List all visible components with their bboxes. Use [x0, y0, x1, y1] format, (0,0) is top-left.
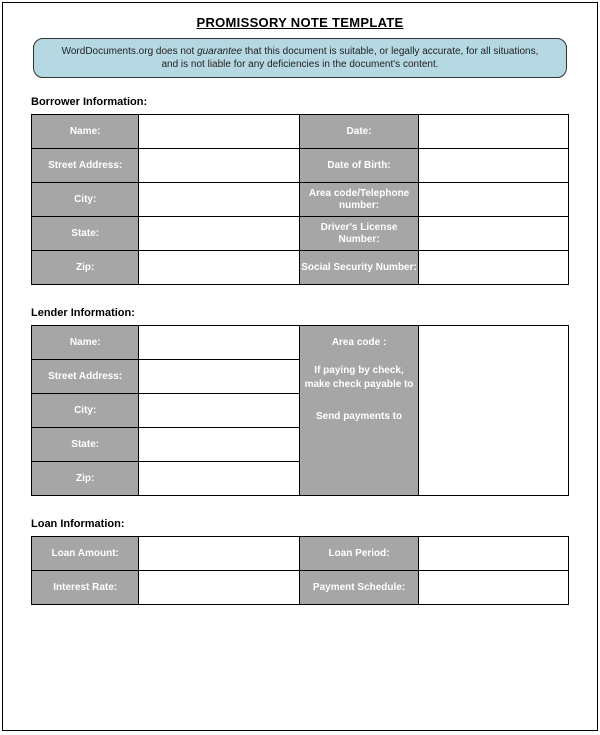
borrower-license-label: Driver's License Number:	[300, 217, 418, 251]
lender-check-payable-label: If paying by check, make check payable t…	[300, 364, 417, 392]
borrower-name-label: Name:	[32, 115, 139, 149]
loan-period-value[interactable]	[418, 537, 568, 571]
borrower-city-value[interactable]	[139, 183, 300, 217]
lender-city-value[interactable]	[139, 394, 300, 428]
loan-table: Loan Amount: Loan Period: Interest Rate:…	[31, 536, 569, 605]
lender-street-value[interactable]	[139, 360, 300, 394]
borrower-zip-label: Zip:	[32, 251, 139, 285]
borrower-phone-value[interactable]	[418, 183, 568, 217]
borrower-table: Name: Date: Street Address: Date of Birt…	[31, 114, 569, 285]
borrower-license-value[interactable]	[418, 217, 568, 251]
borrower-state-label: State:	[32, 217, 139, 251]
borrower-date-label: Date:	[300, 115, 418, 149]
lender-name-label: Name:	[32, 326, 139, 360]
lender-zip-label: Zip:	[32, 462, 139, 496]
document-page: PROMISSORY NOTE TEMPLATE WordDocuments.o…	[2, 2, 598, 731]
lender-state-value[interactable]	[139, 428, 300, 462]
borrower-dob-value[interactable]	[418, 149, 568, 183]
loan-rate-label: Interest Rate:	[32, 571, 139, 605]
borrower-ssn-label: Social Security Number:	[300, 251, 418, 285]
lender-right-value[interactable]	[418, 326, 568, 496]
loan-amount-value[interactable]	[139, 537, 300, 571]
lender-state-label: State:	[32, 428, 139, 462]
lender-table: Name: Area code : If paying by check, ma…	[31, 325, 569, 496]
lender-areacode-label: Area code :	[300, 326, 417, 360]
borrower-dob-label: Date of Birth:	[300, 149, 418, 183]
borrower-heading: Borrower Information:	[31, 96, 569, 108]
borrower-street-label: Street Address:	[32, 149, 139, 183]
borrower-city-label: City:	[32, 183, 139, 217]
lender-zip-value[interactable]	[139, 462, 300, 496]
borrower-date-value[interactable]	[418, 115, 568, 149]
borrower-phone-label: Area code/Telephone number:	[300, 183, 418, 217]
loan-amount-label: Loan Amount:	[32, 537, 139, 571]
lender-name-value[interactable]	[139, 326, 300, 360]
loan-heading: Loan Information:	[31, 518, 569, 530]
borrower-street-value[interactable]	[139, 149, 300, 183]
borrower-state-value[interactable]	[139, 217, 300, 251]
loan-period-label: Loan Period:	[300, 537, 418, 571]
borrower-ssn-value[interactable]	[418, 251, 568, 285]
document-title: PROMISSORY NOTE TEMPLATE	[31, 15, 569, 30]
loan-schedule-value[interactable]	[418, 571, 568, 605]
borrower-zip-value[interactable]	[139, 251, 300, 285]
lender-city-label: City:	[32, 394, 139, 428]
loan-rate-value[interactable]	[139, 571, 300, 605]
lender-heading: Lender Information:	[31, 307, 569, 319]
borrower-name-value[interactable]	[139, 115, 300, 149]
loan-schedule-label: Payment Schedule:	[300, 571, 418, 605]
lender-street-label: Street Address:	[32, 360, 139, 394]
lender-send-payments-label: Send payments to	[300, 410, 417, 424]
lender-right-info: Area code : If paying by check, make che…	[300, 326, 418, 496]
disclaimer-box: WordDocuments.org does not guarantee tha…	[33, 38, 567, 78]
disclaimer-text: WordDocuments.org does not guarantee tha…	[62, 46, 539, 70]
